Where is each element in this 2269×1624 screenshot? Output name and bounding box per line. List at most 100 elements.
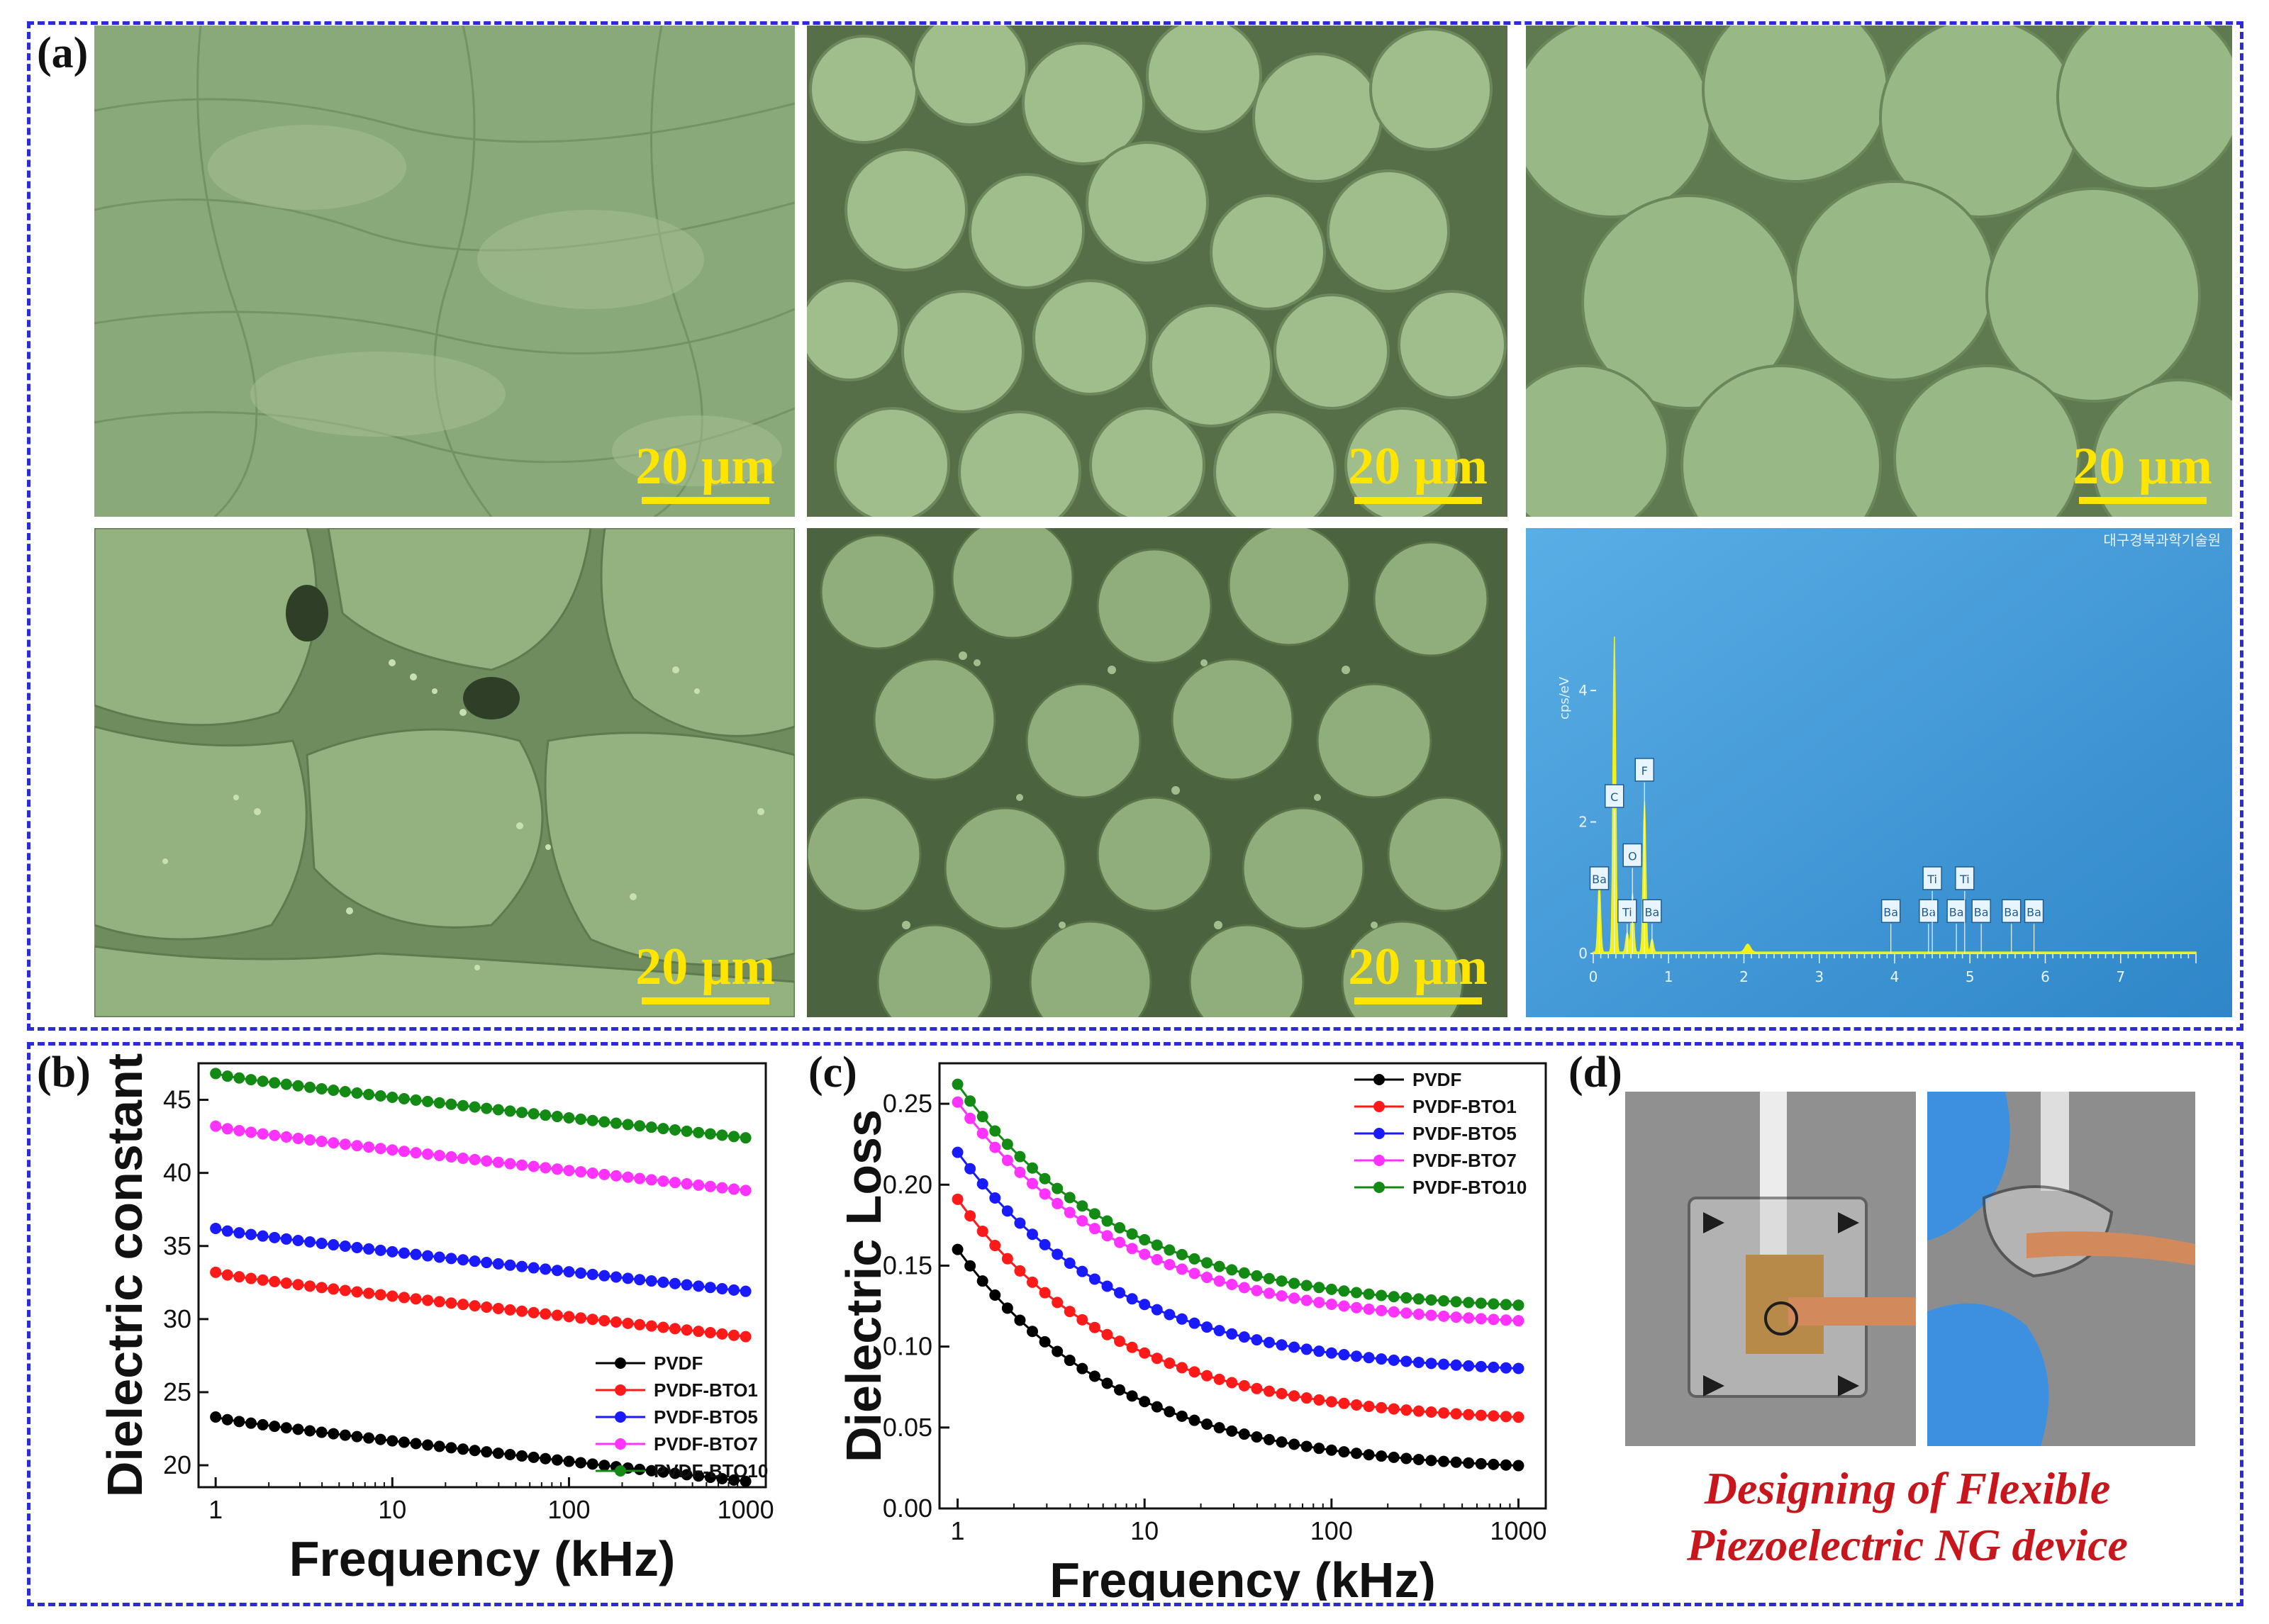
data-point <box>989 1240 1001 1252</box>
legend-marker <box>615 1438 626 1450</box>
legend-label: PVDF-BTO5 <box>654 1406 758 1428</box>
data-point <box>1338 1397 1350 1409</box>
data-point <box>551 1111 563 1123</box>
data-point <box>1300 1279 1312 1292</box>
data-point <box>1251 1431 1263 1443</box>
data-point <box>528 1451 540 1463</box>
data-point <box>1176 1313 1188 1325</box>
data-point <box>1126 1243 1138 1255</box>
panel-d-label: (d) <box>1568 1048 1622 1097</box>
data-point <box>1213 1260 1225 1272</box>
data-point <box>952 1146 964 1158</box>
eds-marker-box <box>1642 899 1662 924</box>
data-point <box>1376 1401 1388 1413</box>
data-point <box>1438 1407 1450 1419</box>
data-point <box>233 1227 245 1239</box>
data-point <box>681 1324 693 1336</box>
data-point <box>657 1321 669 1333</box>
data-point <box>316 1426 328 1438</box>
data-point <box>492 1156 504 1168</box>
data-point <box>1101 1230 1113 1242</box>
data-point <box>528 1108 540 1120</box>
scale-label: 20 µm <box>635 938 775 996</box>
data-point <box>1500 1314 1512 1326</box>
data-point <box>964 1260 976 1272</box>
legend-label: PVDF <box>1412 1069 1461 1090</box>
data-point <box>398 1292 410 1304</box>
data-point <box>540 1162 552 1174</box>
scale-line <box>2078 497 2207 504</box>
data-point <box>1076 1215 1088 1227</box>
eds-marker-label: O <box>1628 849 1637 863</box>
data-point <box>1027 1177 1039 1189</box>
data-point <box>634 1172 646 1185</box>
data-point <box>1164 1406 1176 1418</box>
data-point <box>1251 1382 1263 1394</box>
eds-marker-box <box>1622 843 1642 868</box>
data-point <box>1238 1428 1250 1440</box>
data-point <box>1412 1308 1425 1320</box>
data-point <box>1350 1287 1362 1299</box>
data-point <box>1251 1270 1263 1282</box>
data-point <box>740 1132 752 1144</box>
data-point <box>1500 1299 1512 1311</box>
eds-header: 대구경북과학기술원 <box>2103 532 2221 549</box>
data-point <box>1226 1264 1238 1276</box>
eds-y-label: cps/eV <box>1557 676 1572 719</box>
data-point <box>245 1074 257 1086</box>
data-point <box>1276 1436 1288 1448</box>
x-tick-label: 1 <box>208 1495 223 1524</box>
data-point <box>586 1458 598 1470</box>
data-point <box>304 1134 316 1146</box>
data-point <box>363 1141 375 1153</box>
data-point <box>645 1121 657 1133</box>
data-point <box>1412 1405 1425 1417</box>
data-point <box>445 1442 457 1454</box>
data-point <box>504 1304 516 1316</box>
eds-x-tick-label: 2 <box>1739 968 1749 985</box>
data-point <box>469 1300 481 1312</box>
data-point <box>1338 1285 1350 1297</box>
data-point <box>1500 1459 1512 1471</box>
data-point <box>563 1266 575 1278</box>
eds-y-tick-label: 4 <box>1578 682 1588 699</box>
legend-label: PVDF-BTO10 <box>654 1460 768 1482</box>
data-point <box>269 1421 281 1433</box>
data-point <box>504 1105 516 1117</box>
sem-texture <box>807 26 1507 517</box>
x-tick-label: 1 <box>951 1516 965 1545</box>
legend-marker <box>1373 1182 1385 1193</box>
data-point <box>1276 1275 1288 1287</box>
data-point <box>563 1111 575 1124</box>
device-flat-illustration <box>1625 1092 1916 1446</box>
data-point <box>469 1255 481 1267</box>
legend: PVDF PVDF-BTO1 PVDF-BTO5 PVDF-BTO7 PVDF-BTO1… <box>1354 1069 1527 1198</box>
sem-texture <box>94 528 795 1017</box>
data-point <box>1425 1455 1437 1467</box>
eds-marker-label: Ba <box>2004 905 2019 919</box>
series-pvdf-bto1 <box>210 1266 752 1343</box>
data-point <box>740 1331 752 1343</box>
data-point <box>304 1425 316 1437</box>
data-point <box>1376 1289 1388 1301</box>
data-point <box>292 1080 304 1092</box>
data-point <box>1400 1404 1412 1416</box>
data-point <box>1052 1197 1064 1209</box>
data-point <box>1213 1325 1225 1337</box>
data-point <box>1039 1188 1051 1200</box>
data-point <box>728 1329 740 1341</box>
data-point <box>1052 1345 1064 1357</box>
data-point <box>339 1138 351 1150</box>
eds-x-tick-label: 1 <box>1664 968 1673 985</box>
data-point <box>1014 1314 1026 1326</box>
series-pvdf <box>952 1243 1524 1472</box>
eds-marker-label: C <box>1610 790 1618 804</box>
data-point <box>1238 1331 1250 1343</box>
data-point <box>1101 1215 1113 1227</box>
data-point <box>1251 1334 1263 1346</box>
legend-marker <box>1373 1074 1385 1085</box>
data-point <box>704 1472 716 1484</box>
data-point <box>540 1263 552 1275</box>
data-point <box>728 1131 740 1143</box>
data-point <box>740 1185 752 1197</box>
